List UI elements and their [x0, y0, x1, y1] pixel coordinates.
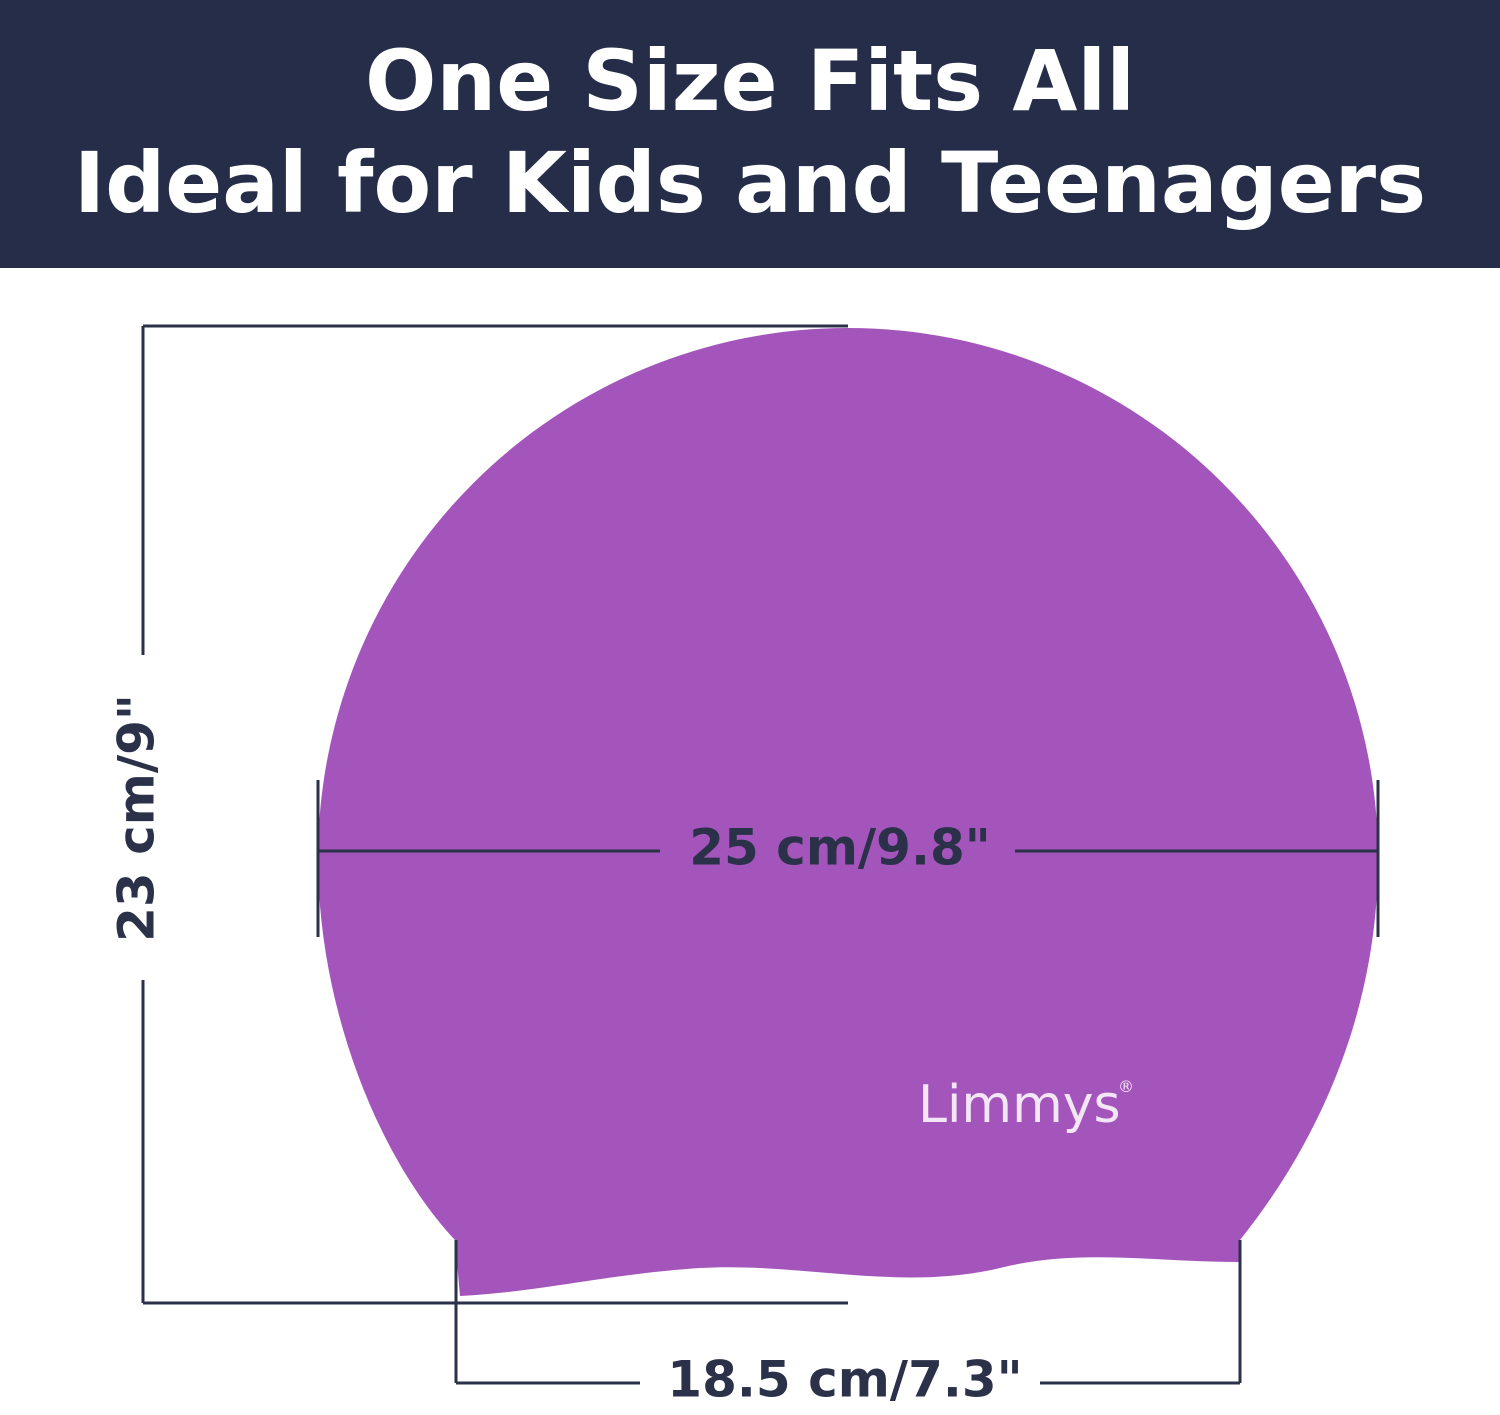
height-dimension: 23 cm/9" — [108, 324, 848, 1305]
bottom-dimension: 18.5 cm/7.3" — [454, 1240, 1242, 1409]
bottom-width-label: 18.5 cm/7.3" — [667, 1351, 1022, 1409]
width-dimension: 25 cm/9.8" — [316, 780, 1380, 937]
height-label: 23 cm/9" — [108, 694, 166, 942]
header-line: Ideal for Kids and Teenagers — [74, 134, 1426, 232]
header-band — [0, 0, 1500, 268]
brand-logo: Limmys — [918, 1075, 1121, 1135]
header-line: One Size Fits All — [365, 32, 1135, 130]
swim-cap — [318, 328, 1378, 1296]
brand-registered: ® — [1118, 1077, 1134, 1096]
width-label: 25 cm/9.8" — [689, 819, 991, 877]
